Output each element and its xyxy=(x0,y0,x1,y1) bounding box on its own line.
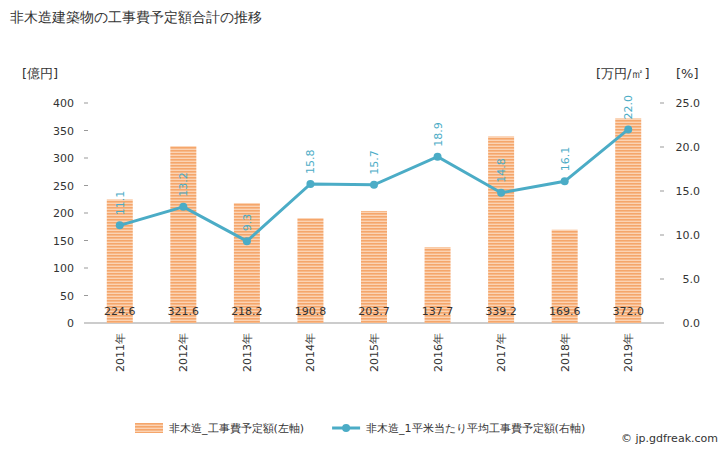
data-label: 13.2 xyxy=(177,172,190,197)
title: 非木造建築物の工事費予定額合計の推移 xyxy=(10,9,262,25)
data-label: 218.2 xyxy=(231,305,263,318)
point xyxy=(561,177,569,185)
x-tick-label: 2014年 xyxy=(304,333,317,372)
point xyxy=(434,153,442,161)
y-tick-label: 100 xyxy=(53,262,74,275)
bar xyxy=(170,146,196,323)
x-tick-label: 2015年 xyxy=(368,333,381,372)
x-tick-label: 2017年 xyxy=(495,333,508,372)
y2-tick-label: 25.0 xyxy=(676,97,701,110)
data-label: 321.6 xyxy=(168,305,200,318)
bar xyxy=(615,118,641,323)
point xyxy=(624,125,632,133)
point xyxy=(116,221,124,229)
y-tick-label: 200 xyxy=(53,207,74,220)
y2-tick xyxy=(660,279,664,280)
legend: 非木造_工事費予定額(左軸) 非木造_1平米当たり平均工事費予定額(右軸) xyxy=(135,422,585,435)
data-label: 9.3 xyxy=(241,214,254,232)
point xyxy=(179,203,187,211)
y2-tick-label: 15.0 xyxy=(676,185,701,198)
x-tick-label: 2011年 xyxy=(114,333,127,372)
point xyxy=(243,237,251,245)
y2-tick xyxy=(660,323,664,324)
point xyxy=(497,189,505,197)
bar xyxy=(488,136,514,323)
y-tick xyxy=(84,103,88,104)
legend-label: 非木造_1平米当たり平均工事費予定額(右軸) xyxy=(366,422,585,435)
y-tick-label: 350 xyxy=(53,125,74,138)
y-tick xyxy=(84,295,88,296)
y-tick xyxy=(84,158,88,159)
data-label: 11.1 xyxy=(114,191,127,216)
data-label: 15.8 xyxy=(304,149,317,174)
data-label: 224.6 xyxy=(104,305,136,318)
data-label: 14.8 xyxy=(495,158,508,182)
x-tick-label: 2018年 xyxy=(559,333,572,372)
source: © jp.gdfreak.com xyxy=(621,432,718,445)
y-tick xyxy=(84,185,88,186)
chart: 非木造建築物の工事費予定額合計の推移 [億円] [万円/㎡] [%] 0 50 100 150… xyxy=(0,0,728,450)
y2-tick-label: 10.0 xyxy=(676,229,701,242)
data-label: 22.0 xyxy=(622,95,635,120)
x-tick-label: 2019年 xyxy=(622,333,635,372)
y2-tick-label: 5.0 xyxy=(683,273,701,286)
y2-tick xyxy=(660,147,664,148)
x-tick-label: 2012年 xyxy=(177,333,190,372)
data-label: 203.7 xyxy=(358,305,390,318)
data-label: 372.0 xyxy=(612,305,644,318)
y-tick xyxy=(84,323,88,324)
y-tick xyxy=(84,240,88,241)
x-tick-label: 2016年 xyxy=(432,333,445,372)
data-label: 16.1 xyxy=(559,147,572,172)
plot-marks xyxy=(107,118,641,323)
data-labels: 224.6 321.6 218.2 190.8 203.7 137.7 339.2 169.6… xyxy=(104,95,644,318)
line xyxy=(120,129,628,241)
y2-tick xyxy=(660,235,664,236)
y-tick-label: 150 xyxy=(53,235,74,248)
data-label: 137.7 xyxy=(422,305,454,318)
point xyxy=(370,181,378,189)
data-label: 190.8 xyxy=(295,305,327,318)
y-tick xyxy=(84,213,88,214)
annotation: [%] xyxy=(676,66,699,81)
y-tick-label: 0 xyxy=(67,317,74,330)
point xyxy=(306,180,314,188)
data-label: 18.9 xyxy=(432,122,445,147)
y2-axis-label: [万円/㎡] xyxy=(596,66,650,81)
y2-tick xyxy=(660,103,664,104)
legend-swatch xyxy=(135,423,163,433)
data-label: 15.7 xyxy=(368,150,381,175)
y-tick-label: 250 xyxy=(53,180,74,193)
y2-tick-label: 20.0 xyxy=(676,141,701,154)
y-tick-label: 400 xyxy=(53,97,74,110)
data-label: 339.2 xyxy=(485,305,517,318)
y2-tick xyxy=(660,191,664,192)
y-tick xyxy=(84,268,88,269)
y2-tick-label: 0.0 xyxy=(683,317,701,330)
legend-swatch xyxy=(342,424,350,432)
data-label: 169.6 xyxy=(549,305,581,318)
x-tick-label: 2013年 xyxy=(241,333,254,372)
y-tick-label: 50 xyxy=(60,290,74,303)
y-tick xyxy=(84,130,88,131)
y-tick-label: 300 xyxy=(53,152,74,165)
legend-label: 非木造_工事費予定額(左軸) xyxy=(169,422,304,435)
y-axis-label: [億円] xyxy=(22,66,58,81)
